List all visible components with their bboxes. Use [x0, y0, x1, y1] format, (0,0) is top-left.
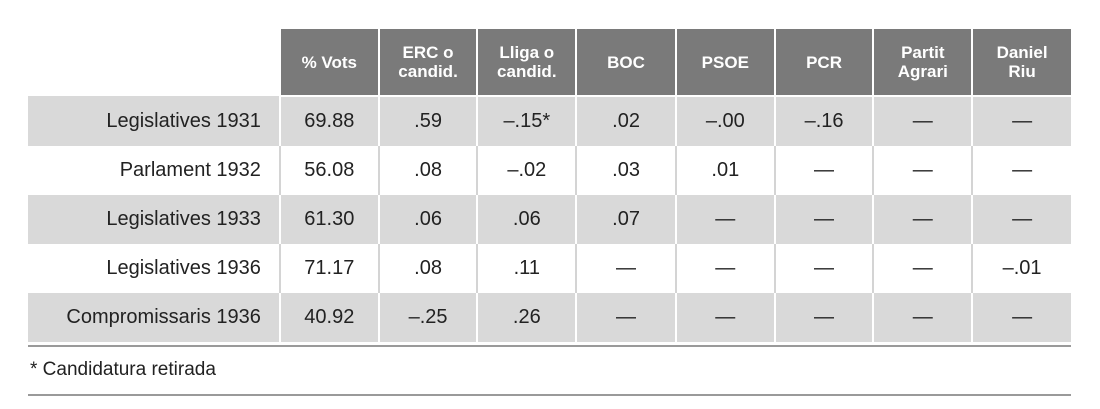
header-row: % Vots ERC o candid. Lliga o candid. BOC… [28, 29, 1071, 97]
table-cell: –.16 [773, 96, 874, 146]
table-cell: –.15* [476, 96, 577, 146]
column-header: PCR [773, 29, 874, 97]
column-header: Partit Agrari [872, 29, 973, 97]
table-cell: 40.92 [278, 293, 379, 342]
column-header-label: Partit Agrari [897, 43, 948, 81]
table-cell: .06 [476, 195, 577, 244]
column-header-label: Lliga o candid. [497, 43, 557, 81]
table-cell: — [575, 293, 676, 342]
table-row: Legislatives 1936 71.17 .08 .11 — — — — … [28, 244, 1071, 293]
column-header: % Vots [278, 29, 379, 97]
table-row: Compromissaris 1936 40.92 –.25 .26 — — —… [28, 293, 1071, 342]
footnote-bottom-rule [28, 394, 1071, 396]
column-header: BOC [575, 29, 676, 97]
table-cell: — [872, 146, 973, 195]
column-header-label: % Vots [301, 52, 357, 72]
table-cell: .08 [377, 146, 478, 195]
table-cell: — [773, 293, 874, 342]
table-cell: — [872, 293, 973, 342]
table-cell: –.25 [377, 293, 478, 342]
column-header-label: ERC o candid. [398, 43, 458, 81]
table-cell: — [971, 96, 1071, 146]
table-bottom-rule [28, 345, 1071, 347]
column-header: Lliga o candid. [476, 29, 577, 97]
row-label: Legislatives 1936 [28, 244, 280, 293]
column-header: PSOE [674, 29, 775, 97]
column-header-label: BOC [607, 52, 645, 72]
table-cell: 61.30 [278, 195, 379, 244]
column-header: ERC o candid. [377, 29, 478, 97]
table-cell: 69.88 [278, 96, 379, 146]
row-label: Legislatives 1933 [28, 195, 280, 244]
table-cell: .26 [476, 293, 577, 342]
table-cell: — [674, 195, 775, 244]
table-cell: .59 [377, 96, 478, 146]
results-table-container: % Vots ERC o candid. Lliga o candid. BOC… [28, 29, 1071, 342]
table-cell: .08 [377, 244, 478, 293]
table-cell: — [872, 96, 973, 146]
column-header-label: PCR [806, 52, 842, 72]
table-cell: — [872, 195, 973, 244]
table-cell: .01 [674, 146, 775, 195]
table-cell: — [971, 146, 1071, 195]
table-body: Legislatives 1931 69.88 .59 –.15* .02 –.… [28, 96, 1071, 342]
table-cell: — [773, 244, 874, 293]
table-cell: — [971, 195, 1071, 244]
table-cell: .11 [476, 244, 577, 293]
table-row: Legislatives 1933 61.30 .06 .06 .07 — — … [28, 195, 1071, 244]
table-cell: –.00 [674, 96, 775, 146]
table-cell: — [674, 244, 775, 293]
column-header: Daniel Riu [971, 29, 1071, 97]
table-cell: 56.08 [278, 146, 379, 195]
table-cell: 71.17 [278, 244, 379, 293]
table-cell: — [674, 293, 775, 342]
table-cell: –.01 [971, 244, 1071, 293]
table-cell: .02 [575, 96, 676, 146]
table-cell: .06 [377, 195, 478, 244]
column-header-label: PSOE [701, 52, 749, 72]
table-cell: — [773, 195, 874, 244]
results-table: % Vots ERC o candid. Lliga o candid. BOC… [28, 29, 1071, 342]
table-header: % Vots ERC o candid. Lliga o candid. BOC… [28, 29, 1071, 97]
row-label: Compromissaris 1936 [28, 293, 280, 342]
table-row: Legislatives 1931 69.88 .59 –.15* .02 –.… [28, 96, 1071, 146]
row-label: Legislatives 1931 [28, 96, 280, 146]
row-label: Parlament 1932 [28, 146, 280, 195]
column-header-label: Daniel Riu [996, 43, 1048, 81]
table-cell: .03 [575, 146, 676, 195]
table-cell: — [575, 244, 676, 293]
table-cell: — [773, 146, 874, 195]
table-row: Parlament 1932 56.08 .08 –.02 .03 .01 — … [28, 146, 1071, 195]
table-cell: — [971, 293, 1071, 342]
table-cell: .07 [575, 195, 676, 244]
table-cell: –.02 [476, 146, 577, 195]
footnote: * Candidatura retirada [30, 359, 216, 380]
table-cell: — [872, 244, 973, 293]
header-corner [28, 29, 280, 96]
